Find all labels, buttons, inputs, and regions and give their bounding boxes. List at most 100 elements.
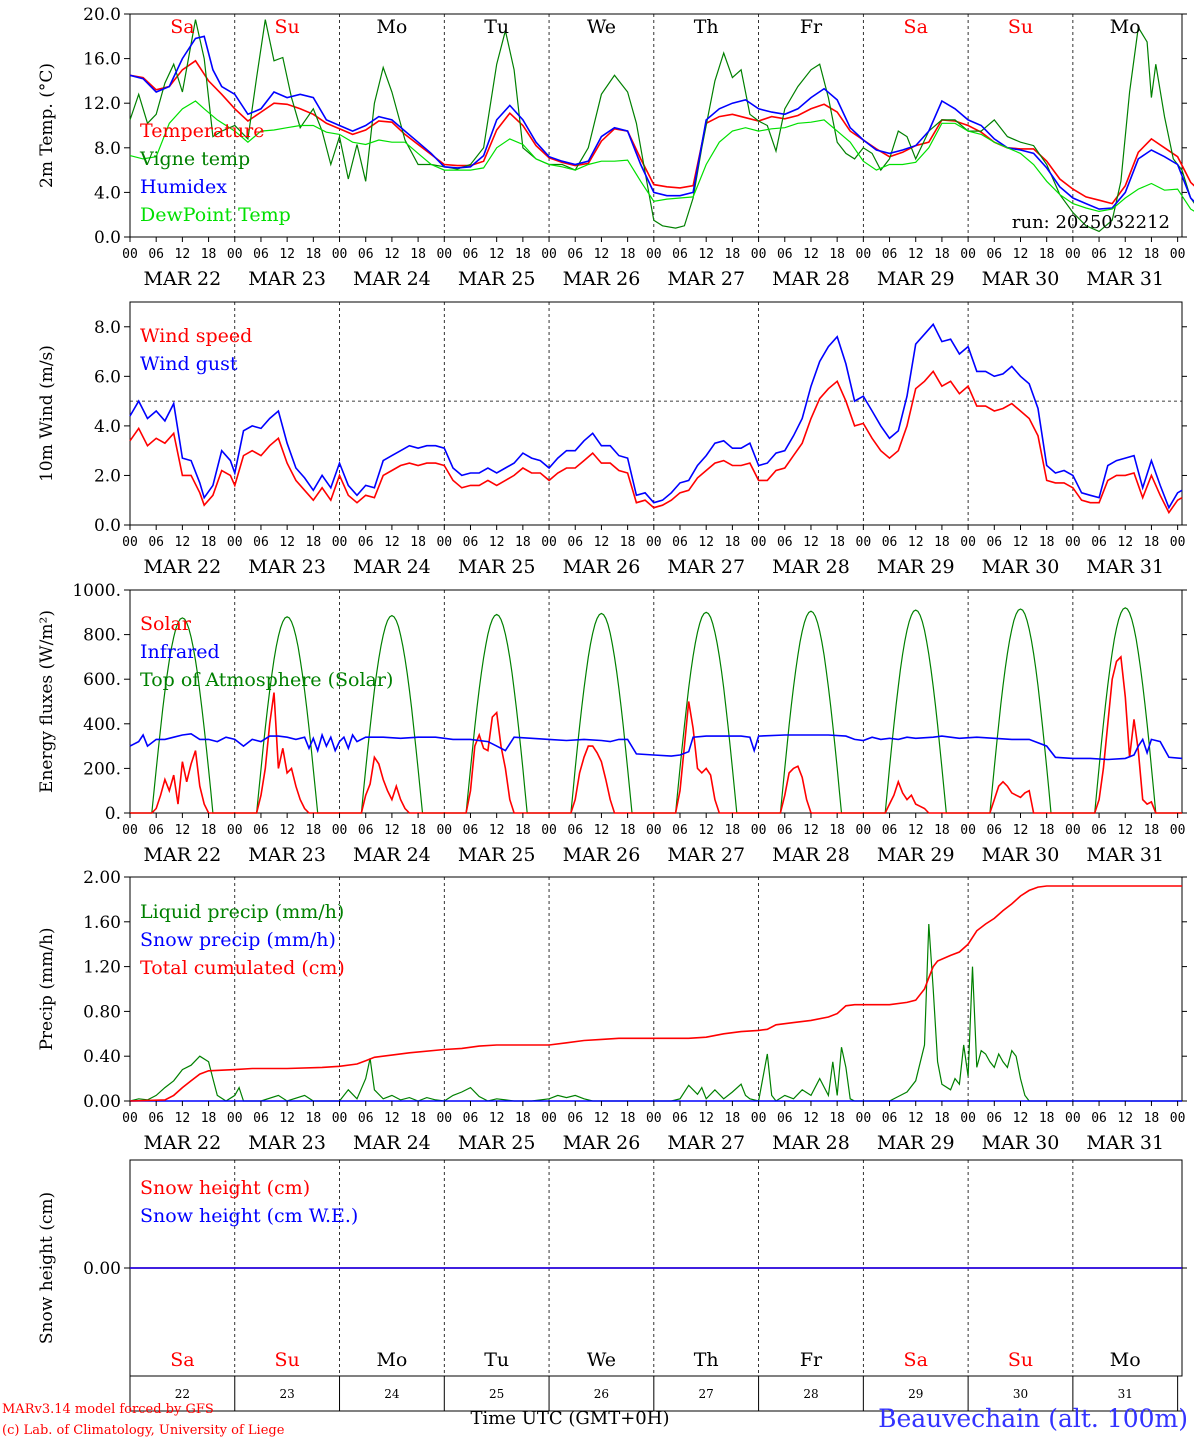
hour-label: 12 xyxy=(908,823,924,838)
hour-label: 00 xyxy=(646,535,662,550)
hour-label: 00 xyxy=(751,823,767,838)
hour-label: 06 xyxy=(463,247,479,262)
time-axis-title: Time UTC (GMT+0H) xyxy=(471,1408,670,1429)
date-label: MAR 24 xyxy=(353,1132,431,1154)
series-wind-gust xyxy=(129,322,1183,510)
model-credit: MARv3.14 model forced by GFS xyxy=(2,1402,214,1417)
date-label: MAR 27 xyxy=(667,844,745,866)
hour-label: 00 xyxy=(332,535,348,550)
hour-label: 18 xyxy=(725,823,741,838)
hour-label: 18 xyxy=(515,1111,531,1126)
hour-label: 18 xyxy=(1144,1111,1160,1126)
legend-entry: Snow height (cm) xyxy=(140,1177,310,1199)
hour-label: 06 xyxy=(882,535,898,550)
date-label: MAR 28 xyxy=(772,268,850,290)
y-tick-label: 6.0 xyxy=(94,367,121,387)
weekday-label-bottom: Mo xyxy=(376,1349,407,1371)
date-label: MAR 23 xyxy=(248,1132,326,1154)
weekday-label: We xyxy=(587,16,616,38)
weekday-label: Sa xyxy=(904,16,928,38)
hour-label: 18 xyxy=(829,1111,845,1126)
hour-label: 00 xyxy=(227,247,243,262)
y-tick-label: 800. xyxy=(83,626,121,646)
hour-label: 06 xyxy=(358,1111,374,1126)
weekday-label-bottom: Tu xyxy=(484,1349,509,1371)
hour-label: 06 xyxy=(253,1111,269,1126)
hour-label: 12 xyxy=(489,247,505,262)
day-number: 22 xyxy=(175,1387,190,1401)
hour-label: 06 xyxy=(463,1111,479,1126)
hour-label: 18 xyxy=(306,823,322,838)
date-label: MAR 30 xyxy=(982,556,1060,578)
hour-label: 06 xyxy=(777,247,793,262)
hour-label: 00 xyxy=(122,247,138,262)
date-label: MAR 24 xyxy=(353,556,431,578)
hour-label: 18 xyxy=(620,247,636,262)
panel-temperature: 0.0 4.0 8.0 12.0 16.0 20.0 2m Temp. (°C) Temper… xyxy=(37,5,1194,290)
hour-label: 00 xyxy=(541,247,557,262)
legend-entry: Infrared xyxy=(140,641,220,663)
date-label: MAR 25 xyxy=(458,268,536,290)
legend-entry: Vigne temp xyxy=(139,148,250,170)
hour-label: 06 xyxy=(672,535,688,550)
day-number: 29 xyxy=(908,1387,923,1401)
hour-label: 12 xyxy=(489,823,505,838)
y-axis-title: 10m Wind (m/s) xyxy=(37,345,57,482)
weekday-label: Tu xyxy=(484,16,509,38)
weekday-label-bottom: Su xyxy=(1008,1349,1033,1371)
hour-label: 18 xyxy=(1144,247,1160,262)
hour-label: 12 xyxy=(803,247,819,262)
hour-label: 06 xyxy=(567,1111,583,1126)
hour-label: 18 xyxy=(306,247,322,262)
y-tick-label: 8.0 xyxy=(94,139,121,159)
hour-label: 12 xyxy=(698,1111,714,1126)
legend-entry: Humidex xyxy=(140,176,227,198)
hour-label: 18 xyxy=(201,247,217,262)
date-label: MAR 27 xyxy=(667,1132,745,1154)
weekday-label-bottom: We xyxy=(587,1349,616,1371)
hour-label: 06 xyxy=(882,1111,898,1126)
date-label: MAR 25 xyxy=(458,1132,536,1154)
date-label: MAR 27 xyxy=(667,556,745,578)
hour-label: 12 xyxy=(698,247,714,262)
hour-label: 00 xyxy=(541,823,557,838)
hour-label: 06 xyxy=(672,247,688,262)
hour-label: 12 xyxy=(1013,1111,1029,1126)
y-tick-label: 4.0 xyxy=(94,183,121,203)
panel-snow: 0.00 Snow height (cm) Snow height (cm) Snow… xyxy=(37,1159,1187,1377)
hour-label: 00 xyxy=(122,1111,138,1126)
date-label: MAR 27 xyxy=(667,268,745,290)
hour-label: 00 xyxy=(960,535,976,550)
hour-label: 00 xyxy=(856,823,872,838)
legend-entry: DewPoint Temp xyxy=(140,204,291,226)
hour-label: 12 xyxy=(1013,535,1029,550)
weekday-label-bottom: Sa xyxy=(904,1349,928,1371)
hour-label: 12 xyxy=(803,535,819,550)
hour-label: 12 xyxy=(489,535,505,550)
day-number: 26 xyxy=(594,1387,609,1401)
hour-label: 12 xyxy=(279,247,295,262)
hour-label: 18 xyxy=(829,823,845,838)
legend-entry: Wind speed xyxy=(140,325,252,347)
date-label: MAR 26 xyxy=(563,844,641,866)
hour-label: 00 xyxy=(332,1111,348,1126)
hour-label: 00 xyxy=(1170,535,1186,550)
hour-label: 06 xyxy=(672,823,688,838)
y-tick-label: 0.00 xyxy=(83,1259,121,1279)
hour-label: 12 xyxy=(594,247,610,262)
hour-label: 18 xyxy=(201,1111,217,1126)
day-number: 24 xyxy=(384,1387,400,1401)
date-label: MAR 30 xyxy=(982,1132,1060,1154)
hour-label: 12 xyxy=(1117,1111,1133,1126)
date-label: MAR 29 xyxy=(877,1132,955,1154)
y-axis-title: Snow height (cm) xyxy=(37,1192,57,1344)
hour-label: 18 xyxy=(1039,247,1055,262)
hour-label: 06 xyxy=(358,247,374,262)
hour-label: 12 xyxy=(1013,247,1029,262)
day-number: 27 xyxy=(699,1387,714,1401)
run-label: run: 2025032212 xyxy=(1012,212,1170,233)
hour-label: 06 xyxy=(253,247,269,262)
date-label: MAR 31 xyxy=(1086,556,1164,578)
hour-label: 18 xyxy=(620,823,636,838)
